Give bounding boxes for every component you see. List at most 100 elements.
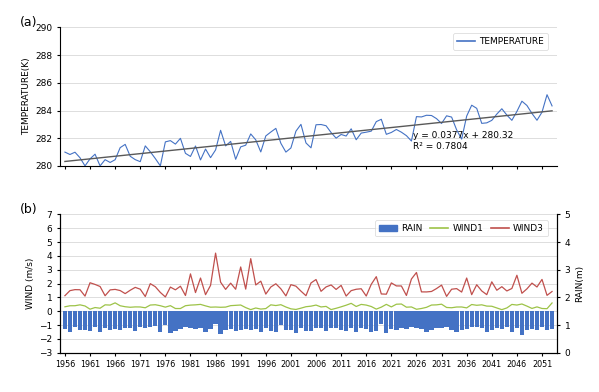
Bar [444, 311, 449, 327]
Y-axis label: RAIN(m): RAIN(m) [574, 265, 583, 302]
Bar [309, 311, 313, 331]
Bar [550, 311, 554, 329]
Bar [480, 311, 484, 328]
Bar [364, 311, 368, 329]
Bar [179, 311, 183, 328]
Y-axis label: WIND (m/s): WIND (m/s) [26, 258, 35, 309]
Legend: RAIN, WIND1, WIND3: RAIN, WIND1, WIND3 [375, 220, 547, 236]
Text: (a): (a) [20, 16, 38, 29]
Bar [148, 311, 152, 327]
Bar [88, 311, 92, 331]
Bar [188, 311, 193, 328]
Bar [143, 311, 147, 328]
Bar [213, 311, 217, 324]
Bar [510, 311, 514, 332]
Bar [198, 311, 202, 328]
Bar [123, 311, 128, 328]
Bar [294, 311, 298, 333]
Bar [234, 311, 238, 331]
Bar [173, 311, 177, 330]
Bar [530, 311, 534, 329]
Bar [304, 311, 308, 332]
Bar [73, 311, 77, 327]
Bar [63, 311, 67, 329]
Bar [138, 311, 143, 327]
Bar [118, 311, 122, 330]
Bar [500, 311, 504, 328]
Bar [274, 311, 278, 332]
Bar [540, 311, 544, 327]
Bar [495, 311, 499, 328]
Bar [400, 311, 404, 328]
Bar [314, 311, 318, 328]
Bar [264, 311, 268, 328]
Bar [284, 311, 288, 330]
Bar [459, 311, 464, 330]
Bar [133, 311, 137, 332]
Text: y = 0.0377x + 280.32
R² = 0.7804: y = 0.0377x + 280.32 R² = 0.7804 [413, 131, 513, 151]
Legend: TEMPERATURE: TEMPERATURE [453, 33, 547, 49]
Bar [394, 311, 398, 330]
Bar [470, 311, 474, 327]
Bar [354, 311, 358, 332]
Bar [208, 311, 213, 329]
Bar [379, 311, 383, 324]
Bar [489, 311, 494, 330]
Bar [449, 311, 454, 330]
Bar [424, 311, 429, 332]
Bar [153, 311, 158, 326]
Bar [409, 311, 413, 327]
Bar [515, 311, 519, 328]
Bar [289, 311, 293, 330]
Bar [485, 311, 489, 332]
Text: (b): (b) [20, 203, 38, 216]
Bar [279, 311, 283, 325]
Bar [108, 311, 112, 330]
Bar [299, 311, 303, 328]
Bar [520, 311, 524, 335]
Bar [128, 311, 132, 328]
Bar [158, 311, 162, 332]
Bar [83, 311, 87, 330]
Bar [415, 311, 419, 328]
Bar [319, 311, 323, 328]
Bar [389, 311, 394, 329]
Bar [505, 311, 509, 327]
Bar [168, 311, 173, 332]
Bar [253, 311, 258, 329]
Bar [344, 311, 348, 331]
Bar [238, 311, 243, 330]
Bar [204, 311, 208, 332]
Bar [525, 311, 529, 330]
Bar [434, 311, 438, 328]
Bar [545, 311, 549, 330]
Bar [349, 311, 353, 328]
Bar [329, 311, 333, 328]
Bar [183, 311, 187, 327]
Bar [419, 311, 423, 329]
Bar [339, 311, 343, 330]
Bar [228, 311, 233, 329]
Bar [68, 311, 72, 332]
Bar [93, 311, 97, 327]
Bar [324, 311, 328, 331]
Bar [474, 311, 479, 327]
Bar [259, 311, 263, 332]
Bar [223, 311, 228, 330]
Bar [219, 311, 223, 334]
Y-axis label: TEMPERATURE(K): TEMPERATURE(K) [22, 58, 31, 136]
Bar [103, 311, 107, 328]
Bar [163, 311, 168, 325]
Bar [440, 311, 444, 328]
Bar [78, 311, 82, 330]
Bar [334, 311, 338, 328]
Bar [429, 311, 434, 330]
Bar [244, 311, 248, 329]
Bar [269, 311, 273, 330]
Bar [374, 311, 379, 332]
Bar [404, 311, 409, 328]
Bar [193, 311, 198, 328]
Bar [113, 311, 117, 329]
Bar [369, 311, 373, 332]
Bar [359, 311, 364, 328]
